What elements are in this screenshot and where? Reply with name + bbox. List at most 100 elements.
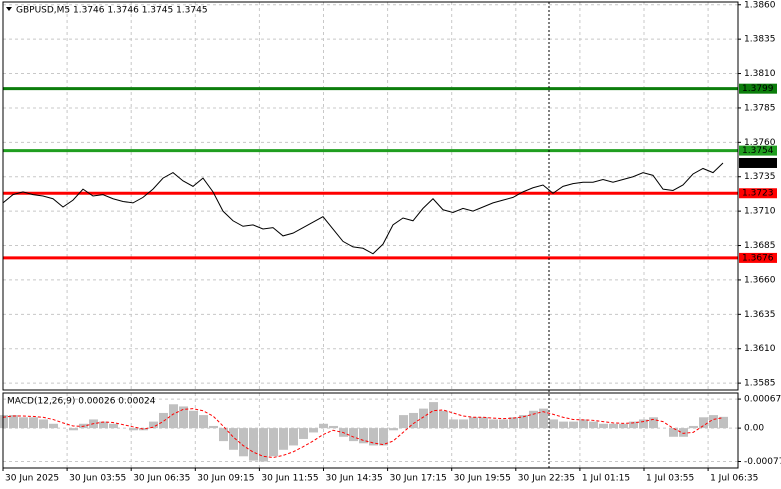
macd-bar xyxy=(39,419,48,429)
chart-title: GBPUSD,M5 1.3746 1.3746 1.3745 1.3745 xyxy=(16,6,208,16)
macd-bar xyxy=(29,417,38,429)
macd-bar xyxy=(429,402,438,429)
menu-arrow[interactable] xyxy=(6,7,12,11)
macd-bar xyxy=(529,410,538,429)
macd-bar xyxy=(19,417,28,429)
macd-bar xyxy=(189,410,198,429)
x-tick-label: 30 Jun 09:15 xyxy=(197,474,254,484)
macd-bar xyxy=(269,428,278,457)
macd-bar xyxy=(319,423,328,429)
macd-bar xyxy=(569,421,578,429)
macd-bar xyxy=(639,419,648,429)
macd-bar xyxy=(289,428,298,446)
x-tick-label: 30 Jun 11:55 xyxy=(261,474,318,484)
macd-bar xyxy=(409,412,418,429)
x-tick-label: 30 Jun 14:35 xyxy=(326,474,383,484)
panel-border xyxy=(2,1,739,391)
macd-bar xyxy=(439,410,448,429)
x-tick-label: 1 Jul 03:55 xyxy=(646,474,694,484)
macd-bar xyxy=(299,428,308,439)
level-tag xyxy=(739,145,777,156)
macd-bar xyxy=(599,423,608,429)
current-price-tag xyxy=(739,157,777,168)
macd-bar xyxy=(649,417,658,429)
macd-bar xyxy=(99,421,108,429)
y-tick-label: 1.3660 xyxy=(744,275,776,285)
level-tag xyxy=(739,188,777,199)
x-tick-label: 30 Jun 2025 xyxy=(5,474,59,484)
macd-bar xyxy=(359,428,368,444)
level-label: 1.3676 xyxy=(742,253,774,263)
level-label: 1.3799 xyxy=(742,84,774,94)
macd-bar xyxy=(0,415,8,429)
x-tick-label: 30 Jun 19:55 xyxy=(454,474,511,484)
level-tag xyxy=(739,83,777,94)
macd-bar xyxy=(579,419,588,429)
macd-bar xyxy=(479,417,488,429)
macd-bar xyxy=(619,423,628,429)
y-tick-label: 1.3610 xyxy=(744,344,776,354)
macd-bar xyxy=(709,415,718,429)
x-tick-label: 30 Jun 17:15 xyxy=(390,474,447,484)
y-tick-label: 0.00 xyxy=(744,424,764,434)
level-label: 1.3754 xyxy=(742,146,774,156)
macd-bar xyxy=(369,428,378,446)
macd-bar xyxy=(9,415,18,429)
y-tick-label: -0.00077 xyxy=(744,457,781,467)
macd-bar xyxy=(159,412,168,429)
macd-bar xyxy=(519,415,528,429)
price-line xyxy=(2,162,724,255)
macd-bar xyxy=(219,428,228,442)
macd-bar xyxy=(199,415,208,429)
y-tick-label: 1.3835 xyxy=(744,35,776,45)
macd-bar xyxy=(109,423,118,429)
y-tick-label: 1.3710 xyxy=(744,207,776,217)
macd-bar xyxy=(609,423,618,429)
x-tick-label: 30 Jun 22:35 xyxy=(518,474,575,484)
macd-bar xyxy=(719,416,728,429)
macd-bar xyxy=(379,428,388,446)
macd-bar xyxy=(499,419,508,429)
macd-bar xyxy=(169,404,178,429)
x-tick-label: 30 Jun 03:55 xyxy=(69,474,126,484)
macd-bar xyxy=(419,408,428,429)
macd-bar xyxy=(229,428,238,450)
macd-title: MACD(12,26,9) 0.00026 0.00024 xyxy=(7,397,156,407)
y-tick-label: 1.3685 xyxy=(744,241,776,251)
y-tick-label: 1.3785 xyxy=(744,103,776,113)
y-tick-label: 1.3585 xyxy=(744,379,776,389)
y-tick-label: 1.3810 xyxy=(744,69,776,79)
macd-bar xyxy=(669,428,678,437)
macd-bar xyxy=(399,415,408,429)
macd-bar xyxy=(389,428,398,431)
macd-bar xyxy=(329,425,338,429)
panel-border xyxy=(2,392,739,469)
macd-bar xyxy=(629,421,638,429)
macd-bar xyxy=(699,417,708,429)
macd-bar xyxy=(449,419,458,429)
macd-bar xyxy=(249,428,258,461)
macd-bar xyxy=(549,419,558,429)
macd-bar xyxy=(239,428,248,457)
y-tick-label: 1.3760 xyxy=(744,138,776,148)
macd-bar xyxy=(539,408,548,429)
macd-bar xyxy=(589,421,598,429)
macd-bar xyxy=(139,428,148,431)
macd-bar xyxy=(309,428,318,433)
y-tick-label: 1.3635 xyxy=(744,310,776,320)
level-tag xyxy=(739,252,777,263)
y-tick-label: 1.3860 xyxy=(744,0,776,10)
y-tick-label: 0.00067 xyxy=(744,395,781,405)
x-tick-label: 1 Jul 01:15 xyxy=(582,474,630,484)
macd-bar xyxy=(489,419,498,429)
macd-bar xyxy=(179,406,188,429)
macd-bar xyxy=(459,419,468,429)
macd-bar xyxy=(469,417,478,429)
macd-bar xyxy=(259,428,268,462)
macd-bar xyxy=(69,428,78,431)
level-label: 1.3723 xyxy=(742,189,774,199)
macd-bar xyxy=(349,428,358,442)
macd-bar xyxy=(689,425,698,429)
